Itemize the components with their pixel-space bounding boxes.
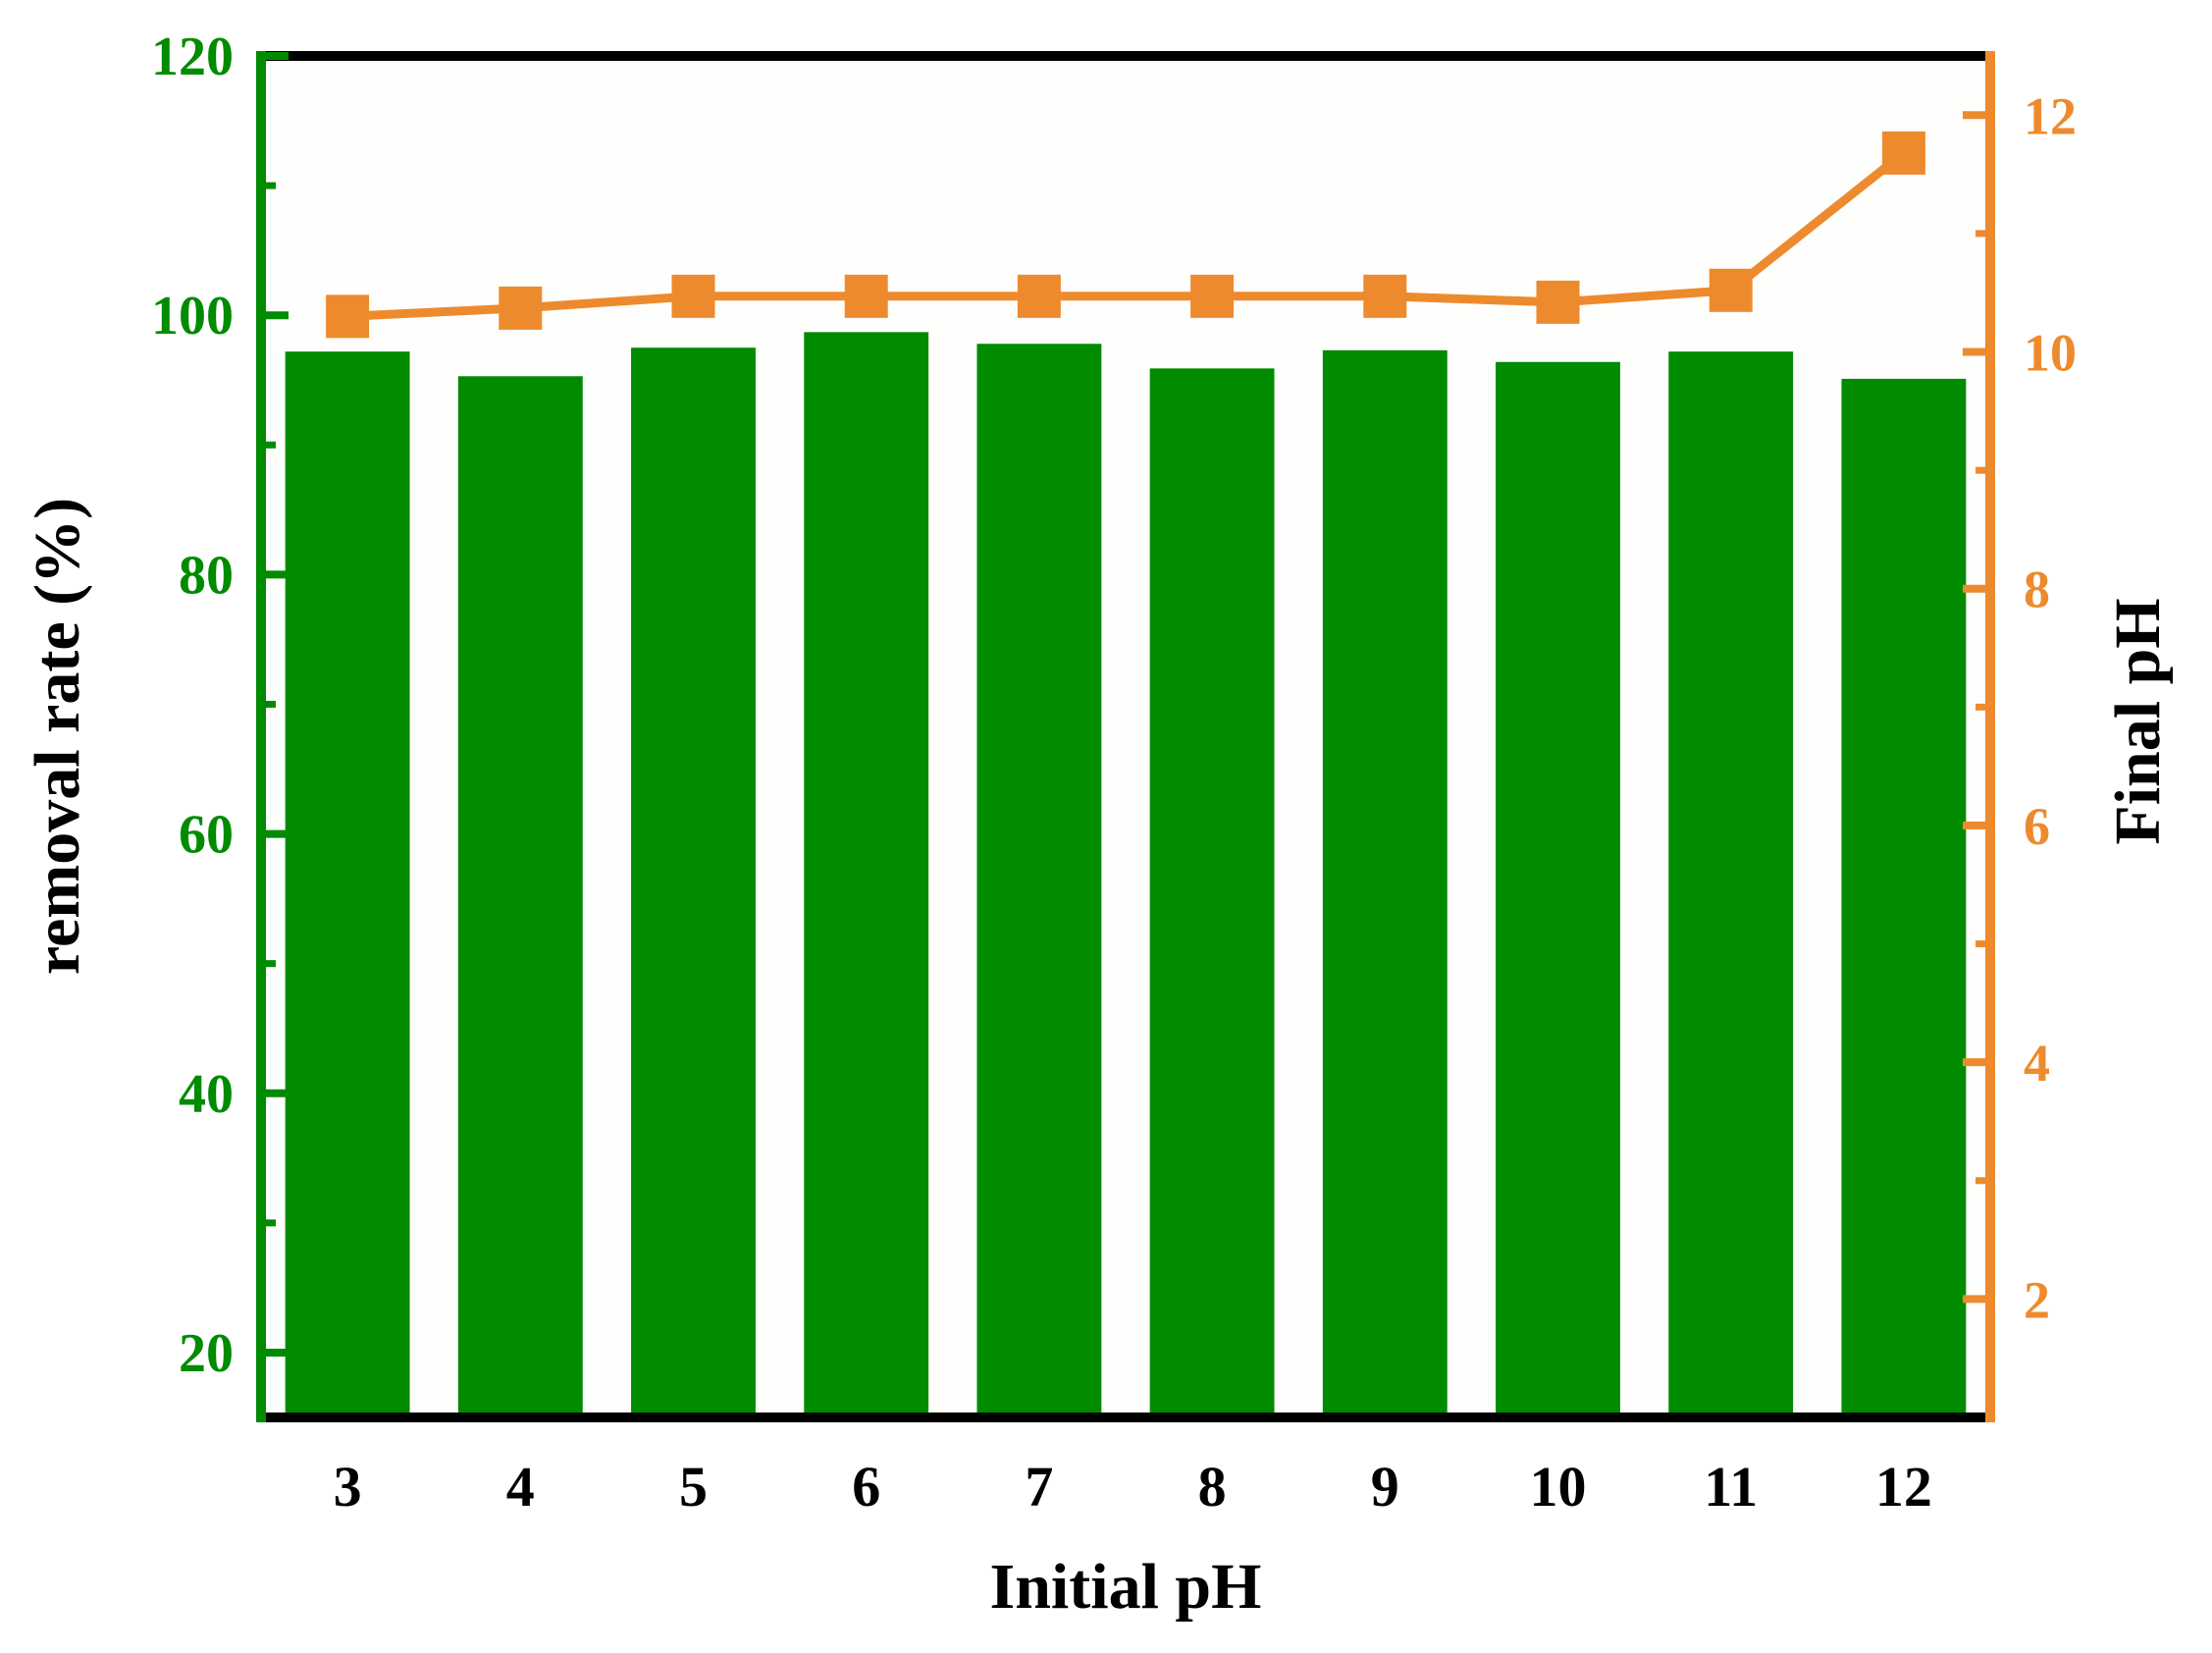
bar [1322,349,1448,1417]
x-tick-label: 4 [506,1455,535,1519]
right-axis-title: Final pH [2102,598,2174,844]
right-tick-label: 12 [2024,86,2077,145]
right-axis-ticks: 2 4 6 8 10 12 [1963,86,2077,1329]
line-marker [1190,274,1235,318]
line-marker [499,286,543,330]
x-tick-label: 7 [1025,1455,1053,1519]
right-tick-label: 10 [2024,324,2077,383]
x-tick-label: 8 [1198,1455,1227,1519]
left-tick-label: 20 [179,1323,234,1384]
left-tick-label: 60 [179,805,234,866]
bar [1668,351,1794,1418]
line-marker [1881,131,1925,175]
final-ph-line [346,149,1907,321]
x-tick-label: 5 [679,1455,708,1519]
right-tick-label: 8 [2024,560,2050,619]
bar [1841,378,1967,1418]
line-marker [1017,274,1061,318]
bar [1496,361,1620,1417]
line-marker [326,294,370,339]
x-tick-label: 11 [1704,1455,1758,1519]
bar [285,351,410,1418]
bar [631,347,756,1417]
x-tick-label: 3 [334,1455,362,1519]
left-axis-title: removal rate (%) [22,498,93,975]
line-marker [671,274,715,318]
line-marker [844,274,888,318]
bar [457,376,583,1417]
x-tick-label: 10 [1530,1455,1587,1519]
bar-series [285,332,1967,1418]
left-axis-ticks: 20 40 60 80 100 120 [151,27,289,1384]
x-tick-label: 6 [852,1455,880,1519]
bar [1149,368,1275,1418]
bar [976,344,1102,1417]
x-tick-label: 9 [1371,1455,1399,1519]
line-series [326,131,1925,339]
x-axis-ticks: 3 4 5 6 7 8 9 10 11 12 [334,1455,1932,1519]
line-marker [1709,268,1753,312]
right-tick-label: 2 [2024,1270,2050,1329]
line-marker [1363,274,1407,318]
bar [804,332,929,1418]
left-tick-label: 120 [151,27,234,87]
x-tick-label: 12 [1875,1455,1932,1519]
right-tick-label: 4 [2024,1034,2050,1093]
left-tick-label: 40 [179,1064,234,1125]
left-tick-label: 100 [151,286,234,347]
x-axis-title: Initial pH [990,1551,1262,1623]
line-marker [1536,280,1580,324]
left-tick-label: 80 [179,545,234,606]
right-tick-label: 6 [2024,797,2050,856]
